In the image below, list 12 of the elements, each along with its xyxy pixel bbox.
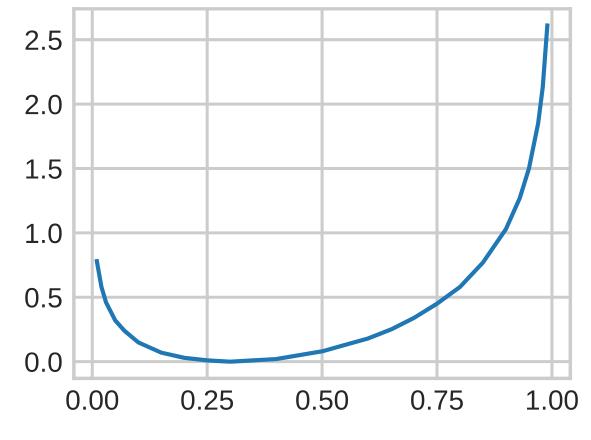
x-tick-label: 0.50 — [296, 390, 348, 410]
x-tick-label: 0.00 — [66, 390, 118, 410]
y-tick-label: 0.0 — [25, 352, 62, 372]
x-tick-label: 1.00 — [527, 390, 578, 410]
y-tick-label: 2.5 — [26, 30, 62, 50]
y-tick-label: 2.0 — [26, 94, 62, 114]
y-tick-label: 0.5 — [25, 288, 62, 308]
x-tick-label: 0.75 — [411, 390, 463, 410]
y-tick-label: 1.0 — [26, 224, 62, 244]
y-tick-label: 1.5 — [26, 159, 62, 179]
x-tick-label: 0.25 — [181, 390, 234, 410]
line-series — [94, 23, 550, 364]
